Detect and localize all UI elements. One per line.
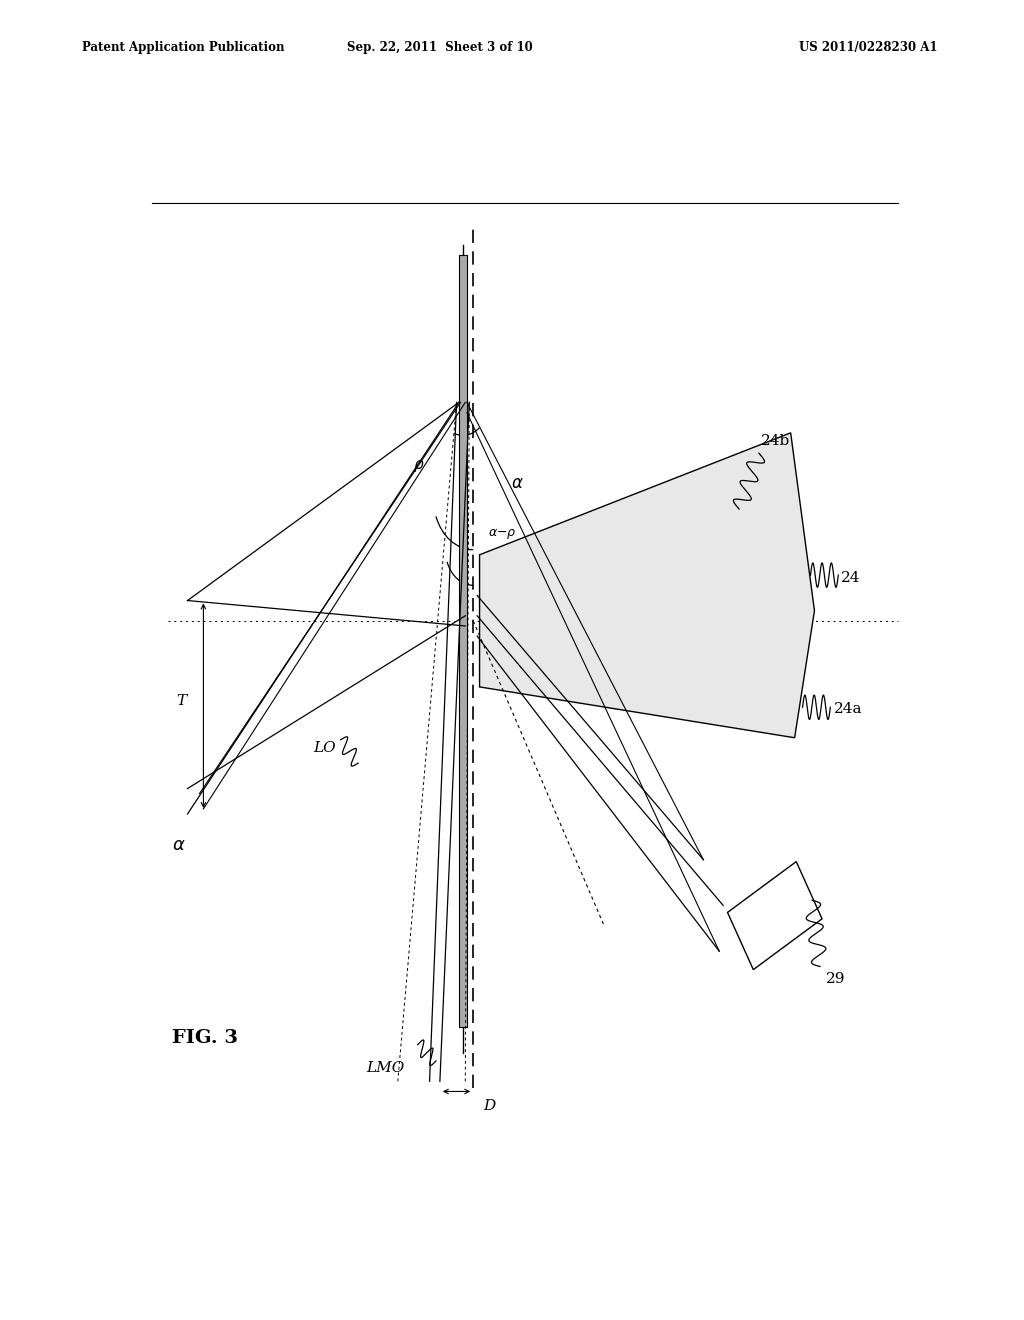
Text: US 2011/0228230 A1: US 2011/0228230 A1 <box>799 41 937 54</box>
Text: T: T <box>176 693 186 708</box>
Text: Sep. 22, 2011  Sheet 3 of 10: Sep. 22, 2011 Sheet 3 of 10 <box>347 41 534 54</box>
Text: $\alpha$: $\alpha$ <box>172 837 186 854</box>
Polygon shape <box>727 862 822 970</box>
Text: $\alpha$: $\alpha$ <box>511 475 524 492</box>
Text: 24: 24 <box>841 572 860 585</box>
Text: 24a: 24a <box>835 702 863 717</box>
Text: 29: 29 <box>826 972 846 986</box>
Text: 24b: 24b <box>761 434 791 447</box>
Text: FIG. 3: FIG. 3 <box>172 1028 238 1047</box>
Text: $\alpha$$-$$\rho$: $\alpha$$-$$\rho$ <box>487 528 516 541</box>
Text: LMO: LMO <box>366 1061 404 1074</box>
Polygon shape <box>459 255 467 1027</box>
Polygon shape <box>479 433 814 738</box>
Text: Patent Application Publication: Patent Application Publication <box>82 41 285 54</box>
Text: D: D <box>482 1098 495 1113</box>
Text: LO: LO <box>313 741 336 755</box>
Text: $\rho$: $\rho$ <box>414 458 425 474</box>
